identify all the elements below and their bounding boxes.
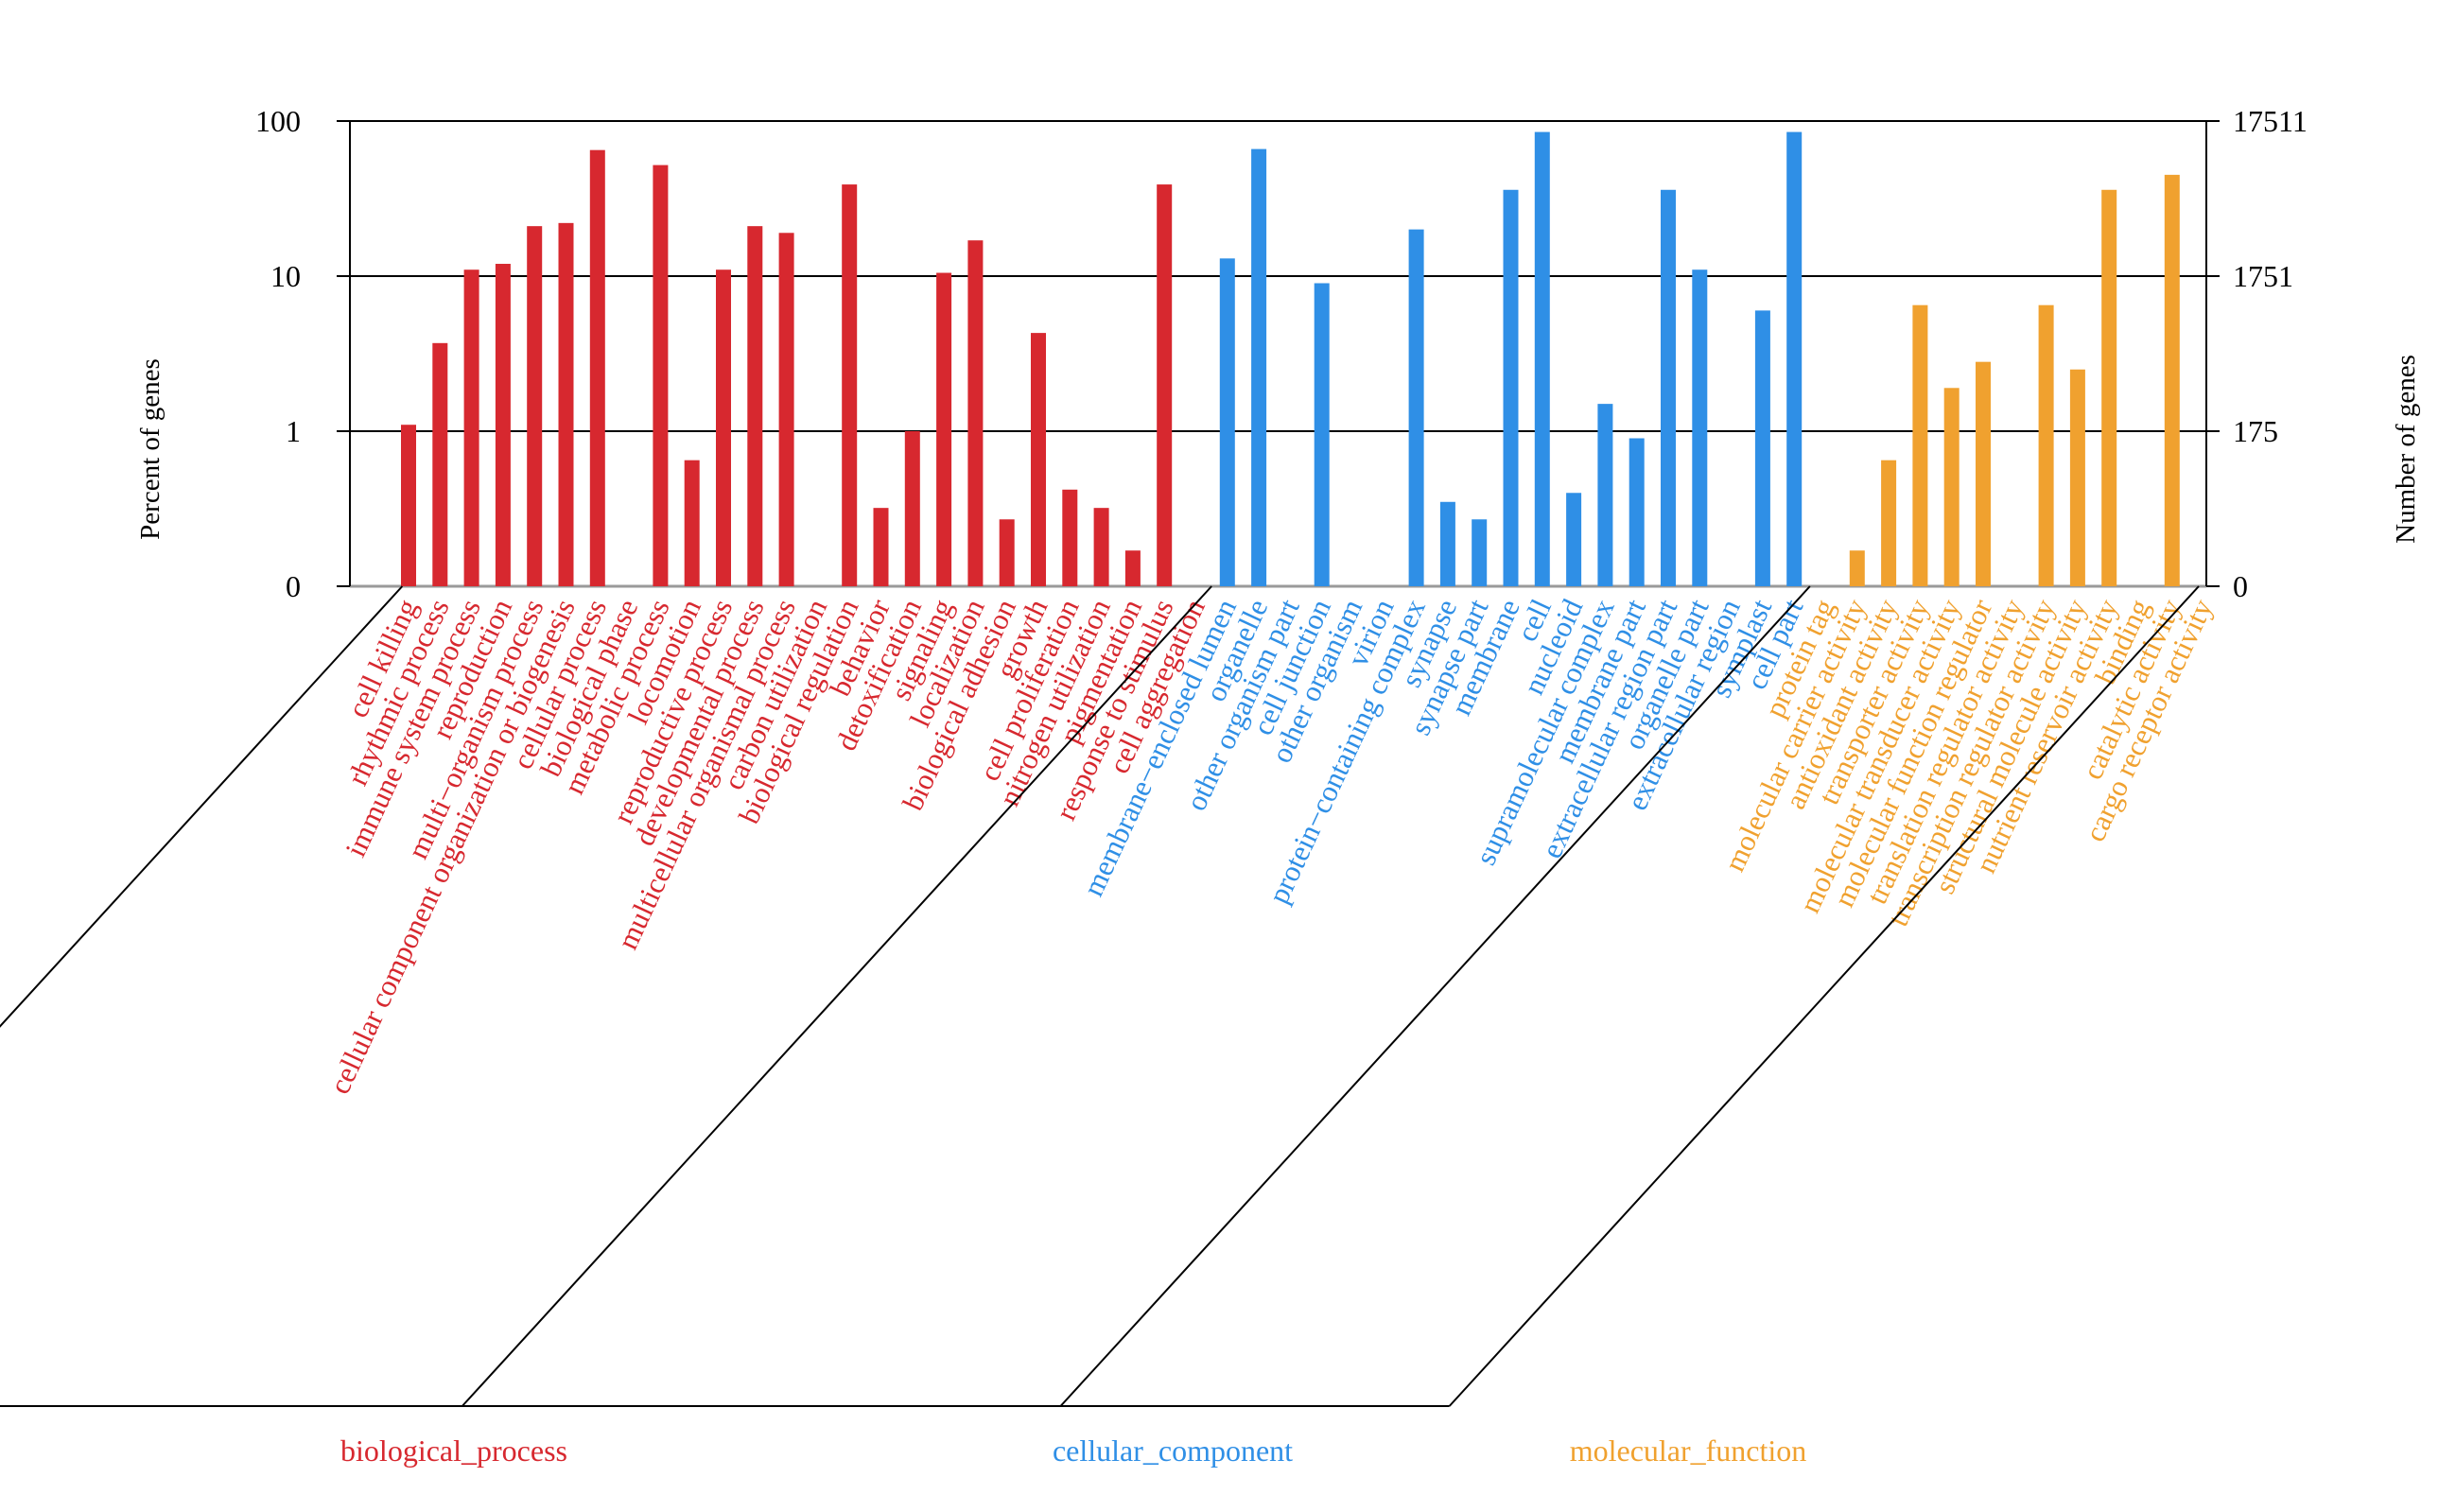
bar: [1849, 550, 1865, 586]
bar: [1093, 508, 1109, 586]
bar: [873, 508, 889, 586]
bar: [1912, 304, 1928, 586]
bar: [1408, 229, 1424, 586]
bar: [1314, 283, 1330, 586]
bar: [2164, 174, 2180, 586]
right-tick-label: 0: [2233, 569, 2248, 603]
left-axis-title: Percent of genes: [135, 358, 165, 540]
bar: [432, 342, 448, 586]
right-tick-label: 175: [2233, 414, 2278, 448]
bar: [1754, 310, 1770, 586]
group-divider: [1448, 585, 2200, 1407]
bar: [2101, 189, 2117, 586]
right-tick-label: 1751: [2233, 259, 2293, 293]
bar: [1629, 438, 1645, 586]
group-divider: [0, 585, 404, 1028]
bar: [463, 269, 479, 586]
group-divider: [1059, 585, 1811, 1407]
left-tick-label: 1: [286, 414, 301, 448]
bar: [1251, 148, 1267, 586]
bar: [1157, 184, 1173, 586]
bar: [1503, 189, 1519, 586]
bar: [1661, 189, 1676, 586]
bar: [2038, 304, 2054, 586]
bar: [1566, 493, 1582, 586]
bar: [967, 240, 984, 587]
group-divider: [462, 585, 1212, 1407]
bar: [495, 264, 511, 586]
gridlines: [350, 120, 2206, 588]
bar: [999, 519, 1015, 586]
bar: [1976, 361, 1991, 586]
bar: [527, 226, 543, 586]
bar: [684, 460, 700, 586]
bar: [842, 184, 858, 586]
bar: [1219, 258, 1235, 586]
bar: [1534, 131, 1550, 586]
bar: [1786, 131, 1803, 586]
bar: [558, 222, 574, 586]
right-axis-title: Number of genes: [2391, 355, 2421, 544]
group-frames: biological_process cellular_component mole…: [0, 585, 2200, 1468]
bar: [2069, 369, 2085, 586]
bar: [1472, 519, 1488, 586]
bar: [1881, 460, 1897, 586]
bar: [936, 272, 952, 586]
bar: [1124, 550, 1141, 586]
left-tick-label: 100: [255, 104, 301, 138]
bar: [1031, 333, 1046, 586]
left-tick-label: 0: [286, 569, 301, 603]
bar: [1439, 501, 1455, 586]
bar: [716, 269, 731, 586]
bar: [1597, 404, 1613, 586]
left-tick-label: 10: [270, 259, 301, 293]
bar: [1943, 388, 1960, 586]
bar: [401, 425, 416, 586]
group-title: biological_process: [340, 1434, 567, 1468]
bar: [589, 149, 605, 587]
bar: [1692, 269, 1708, 586]
bar: [1062, 489, 1078, 586]
bar: [653, 165, 669, 587]
bar: [778, 233, 794, 586]
bar: [904, 431, 920, 586]
bars: [401, 131, 2180, 587]
group-title: molecular_function: [1570, 1434, 1807, 1468]
group-title: cellular_component: [1053, 1434, 1293, 1468]
right-tick-label: 17511: [2233, 104, 2308, 138]
bar: [747, 226, 763, 586]
